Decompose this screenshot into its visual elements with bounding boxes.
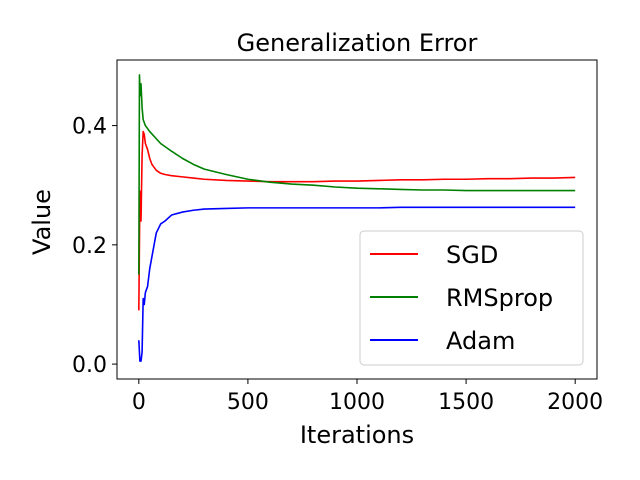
legend-label: Adam	[446, 327, 515, 355]
x-tick-label: 1000	[329, 390, 385, 415]
plot-axes: 0 500 1000 1500 2000 0.0 0.2 0.4	[72, 59, 603, 415]
x-tick-label: 500	[227, 390, 269, 415]
legend-label: SGD	[446, 241, 498, 269]
series-group	[138, 74, 576, 362]
series-line-adam	[138, 206, 576, 362]
x-tick-label: 0	[132, 390, 146, 415]
y-tick-label: 0.0	[72, 353, 107, 378]
x-tick-label: 1500	[438, 390, 494, 415]
legend-box	[359, 230, 584, 366]
x-tick-label: 2000	[547, 390, 603, 415]
series-line-rmsprop	[138, 74, 576, 275]
y-tick-label: 0.4	[72, 115, 107, 140]
legend: SGD RMSprop Adam	[359, 230, 584, 366]
y-tick-label: 0.2	[72, 234, 107, 259]
legend-label: RMSprop	[446, 284, 553, 312]
series-line-sgd	[138, 130, 576, 311]
chart-title: Generalization Error	[237, 29, 478, 57]
x-axis-title: Iterations	[300, 421, 414, 449]
y-axis-title: Value	[28, 189, 56, 255]
